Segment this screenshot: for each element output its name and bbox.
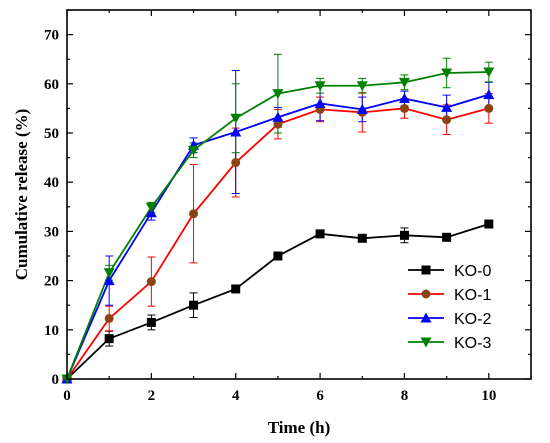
ko-0-point (273, 251, 283, 261)
legend-ko-3-marker (420, 337, 432, 348)
ko-0-point (104, 334, 114, 344)
ko-1-point (273, 119, 283, 129)
ko-3-point (398, 77, 410, 88)
ko-0-point (315, 229, 325, 239)
y-tick-label: 70 (44, 28, 59, 44)
ko-3-point (188, 145, 200, 156)
ko-0-point (442, 232, 452, 242)
legend-ko-2-label: KO-2 (454, 311, 491, 328)
ko-2-point (356, 103, 368, 114)
ko-1-point (484, 103, 494, 113)
ko-2-point (103, 275, 115, 286)
ko-1-point (146, 277, 156, 287)
ko-0-point (399, 230, 409, 240)
legend: KO-0 KO-1 KO-2 KO-3 (408, 263, 491, 352)
ko-1-point (442, 115, 452, 125)
ko-2-point (441, 101, 453, 112)
x-tick-label: 4 (232, 388, 240, 404)
ko-2-point (483, 89, 495, 100)
y-tick-label: 10 (44, 323, 59, 339)
ko-0-point (146, 317, 156, 327)
ko-3-point (441, 68, 453, 79)
ko-2-point (314, 97, 326, 108)
y-tick-label: 50 (44, 126, 59, 142)
ko-0-point (484, 219, 494, 229)
x-axis-title: Time (h) (268, 418, 331, 437)
y-tick-label: 0 (52, 372, 60, 388)
y-tick-label: 60 (44, 77, 59, 93)
axes: 0 2 4 6 8 10 0 10 20 30 40 50 60 70 (44, 9, 532, 404)
ko-2-point (272, 111, 284, 122)
ko-1-point (399, 103, 409, 113)
ko-1-point (189, 209, 199, 219)
ko-3-point (314, 81, 326, 92)
y-axis-title: Cumulative release (%) (12, 109, 31, 281)
y-tick-label: 40 (44, 175, 59, 191)
ko-3-point (145, 202, 157, 213)
ko-2-point (230, 126, 242, 137)
x-tick-label: 8 (401, 388, 409, 404)
legend-ko-0-label: KO-0 (454, 263, 491, 280)
legend-ko-1-label: KO-1 (454, 287, 491, 304)
plot-frame (66, 9, 532, 380)
ko-0-point (189, 300, 199, 310)
series-markers (61, 67, 495, 385)
ko-3-point (356, 81, 368, 92)
legend-ko-0-marker (421, 265, 431, 275)
ko-3-point (483, 67, 495, 78)
ko-2-point (398, 93, 410, 104)
x-tick-label: 0 (63, 388, 71, 404)
ko-0-point (357, 233, 367, 243)
ko-3-point (230, 113, 242, 124)
ko-1-point (104, 313, 114, 323)
x-tick-label: 10 (481, 388, 496, 404)
ko-3-point (103, 268, 115, 279)
legend-ko-3-label: KO-3 (454, 335, 491, 352)
x-tick-label: 2 (148, 388, 156, 404)
ko-1-point (231, 158, 241, 168)
legend-ko-2-marker (420, 312, 432, 323)
error-bars (105, 53, 493, 347)
y-tick-label: 20 (44, 274, 59, 290)
x-tick-label: 6 (316, 388, 324, 404)
y-tick-label: 30 (44, 224, 59, 240)
legend-ko-1-marker (421, 289, 431, 299)
ko-3-point (272, 89, 284, 100)
ko-0-point (231, 284, 241, 294)
